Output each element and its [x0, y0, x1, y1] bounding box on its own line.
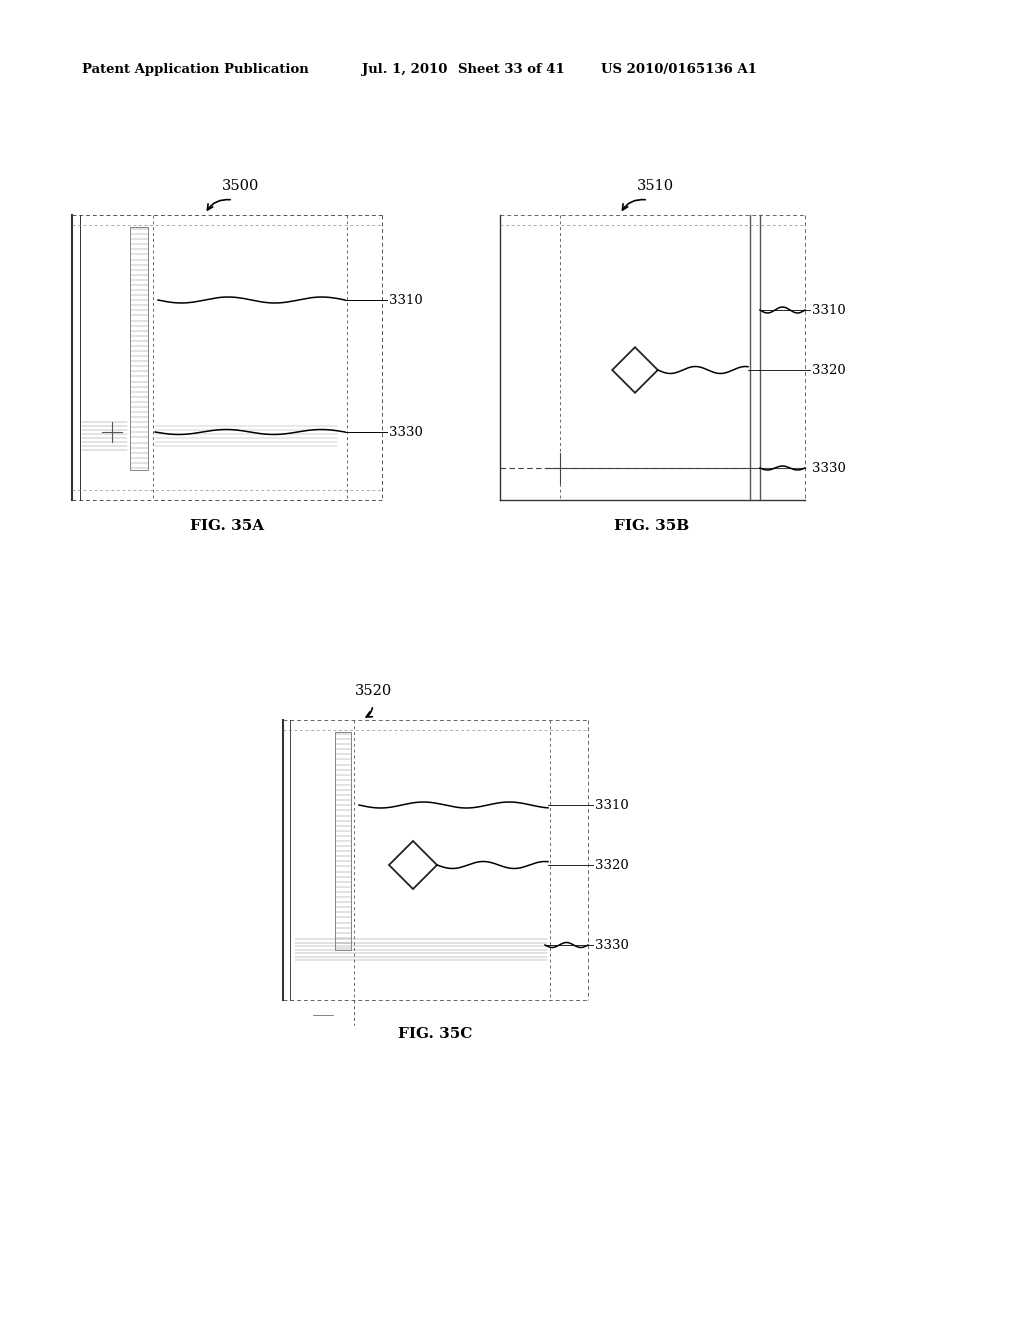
Text: 3330: 3330 [389, 426, 423, 440]
Text: 3330: 3330 [812, 462, 846, 475]
Text: Jul. 1, 2010: Jul. 1, 2010 [362, 63, 447, 77]
Text: Patent Application Publication: Patent Application Publication [82, 63, 309, 77]
Text: FIG. 35B: FIG. 35B [614, 519, 689, 533]
Text: 3330: 3330 [595, 939, 629, 952]
Text: 3310: 3310 [389, 294, 423, 308]
Bar [335, 733, 351, 950]
Text: 3320: 3320 [812, 364, 846, 378]
Text: 3500: 3500 [222, 180, 259, 193]
Text: FIG. 35C: FIG. 35C [397, 1027, 472, 1041]
Text: 3510: 3510 [637, 180, 674, 193]
Text: US 2010/0165136 A1: US 2010/0165136 A1 [601, 63, 757, 77]
Bar [130, 227, 148, 470]
Text: 3520: 3520 [355, 684, 392, 698]
Text: 3320: 3320 [595, 859, 629, 873]
Text: 3310: 3310 [812, 304, 846, 317]
Text: 3310: 3310 [595, 799, 629, 812]
Text: Sheet 33 of 41: Sheet 33 of 41 [458, 63, 565, 77]
Text: FIG. 35A: FIG. 35A [189, 519, 264, 533]
